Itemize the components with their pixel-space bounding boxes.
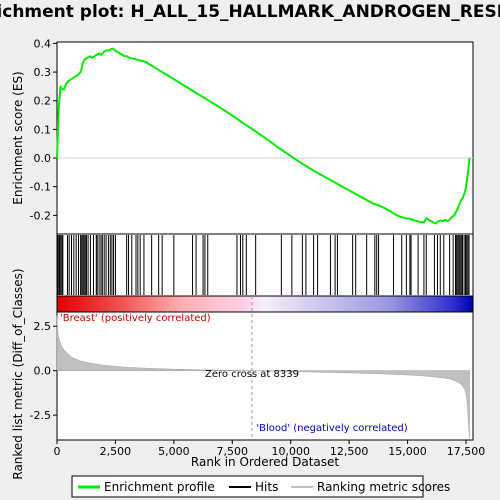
x-tick-label: 5,000 <box>158 445 190 458</box>
negative-class-label: 'Blood' (negatively correlated) <box>256 423 407 434</box>
es-tick-label: 0.0 <box>34 152 52 165</box>
rank-color-band-bar <box>56 295 474 313</box>
legend-label-enrichment-profile: Enrichment profile <box>104 480 215 494</box>
metric-tick-label: 0.0 <box>34 365 52 378</box>
metric-axis-ticks: 2.5 0.0 -2.5 <box>30 320 57 422</box>
metric-frame <box>56 311 474 441</box>
metric-panel: 2.5 0.0 -2.5 Zero cross at 8339 'Breast' (… <box>30 296 474 441</box>
enrichment-profile-line <box>56 47 471 225</box>
es-tick-label: 0.2 <box>34 95 52 108</box>
legend-label-hits: Hits <box>255 480 278 494</box>
hit-marks <box>57 235 470 295</box>
es-panel: 0.4 0.3 0.2 0.1 0.0 -0.1 -0.2 <box>30 37 474 235</box>
x-tick-label: 7,500 <box>217 445 249 458</box>
x-tick-label: 10,000 <box>271 445 310 458</box>
x-axis-label: Rank in Ordered Dataset <box>191 455 339 469</box>
es-tick-label: 0.4 <box>34 37 52 50</box>
x-tick-label: 2,500 <box>100 445 132 458</box>
rank-color-band <box>56 295 474 313</box>
x-tick-label: 15,000 <box>388 445 427 458</box>
es-tick-label: -0.1 <box>30 181 51 194</box>
ranking-metric-area <box>56 315 470 439</box>
chart-title: Enrichment plot: H_ALL_15_HALLMARK_ANDRO… <box>0 2 500 22</box>
x-axis-ticks: 0 2,500 5,000 7,500 10,000 12,500 15,000 17,500 <box>54 440 486 458</box>
es-tick-label: 0.3 <box>34 66 52 79</box>
metric-tick-label: -2.5 <box>30 409 51 422</box>
x-tick-label: 17,500 <box>447 445 486 458</box>
metric-y-axis-label: Ranked list metric (Diff_of_Classes) <box>11 268 25 479</box>
es-axis-ticks: 0.4 0.3 0.2 0.1 0.0 -0.1 -0.2 <box>30 37 57 222</box>
positive-class-label: 'Breast' (positively correlated) <box>60 313 211 324</box>
legend: Enrichment profile Hits Ranking metric s… <box>71 475 450 498</box>
x-tick-label: 0 <box>54 445 61 458</box>
metric-tick-label: 2.5 <box>34 320 52 333</box>
es-y-axis-label: Enrichment score (ES) <box>11 71 25 204</box>
es-tick-label: 0.1 <box>34 123 52 136</box>
hits-panel <box>56 233 474 297</box>
x-tick-label: 12,500 <box>330 445 369 458</box>
es-tick-label: -0.2 <box>30 209 51 222</box>
legend-label-ranking-metric: Ranking metric scores <box>317 480 450 494</box>
zero-cross-label: Zero cross at 8339 <box>205 369 299 380</box>
